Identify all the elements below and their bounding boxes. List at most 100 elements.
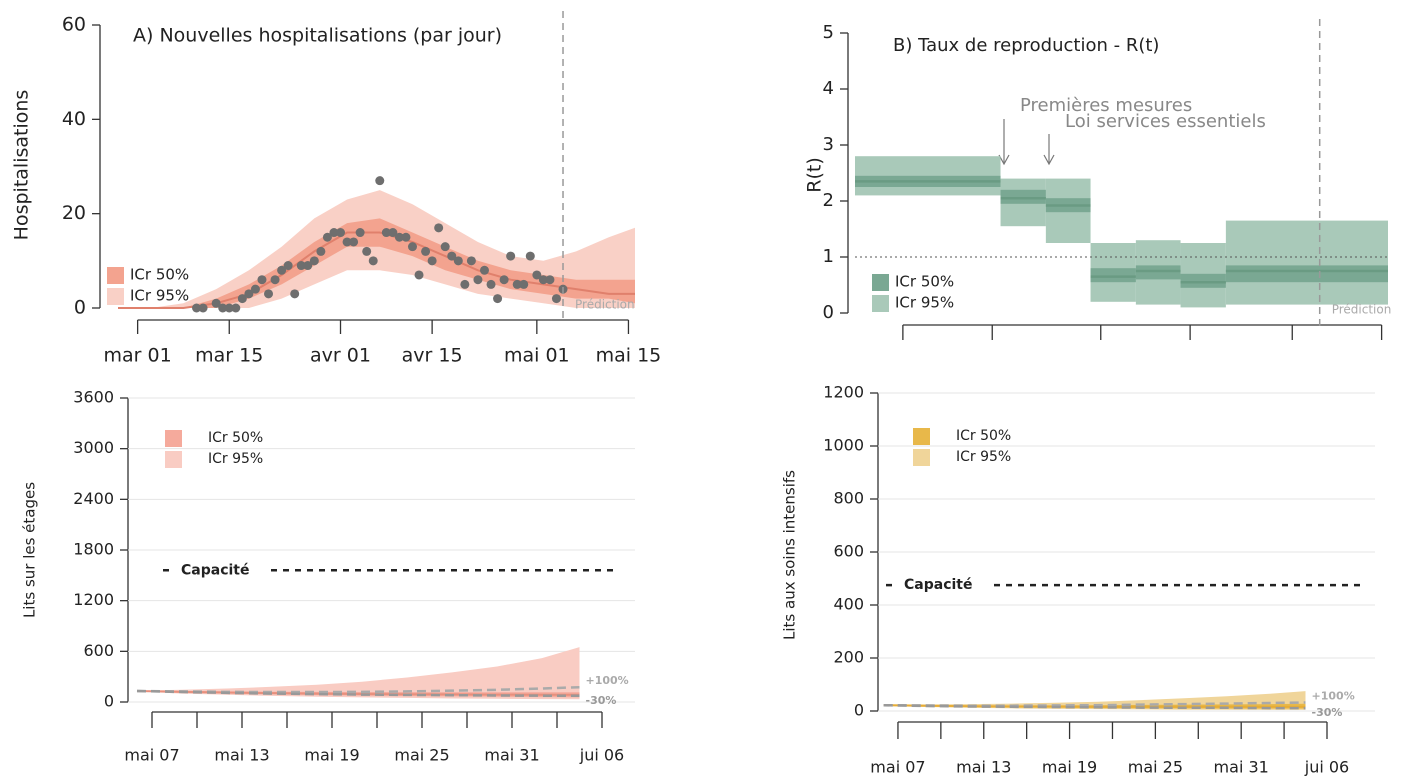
annotation: Loi services essentiels — [1065, 111, 1266, 132]
data-point — [192, 303, 202, 313]
legend-swatch — [165, 430, 182, 447]
data-point — [440, 242, 450, 252]
band — [118, 218, 635, 308]
y-tick-label: 20 — [62, 202, 86, 224]
prediction-label: Prédiction — [1332, 303, 1392, 317]
y-axis-label: Hospitalisations — [11, 90, 33, 241]
data-point — [368, 256, 378, 266]
data-point — [486, 279, 496, 289]
data-point — [316, 246, 326, 256]
scenario-label: +100% — [586, 674, 629, 687]
x-tick-label: mai 25 — [1128, 758, 1183, 777]
data-point — [401, 232, 411, 242]
scenario-line — [883, 703, 1306, 710]
y-tick-label: 200 — [833, 648, 864, 667]
data-point — [375, 176, 385, 186]
y-tick-label: 1200 — [73, 590, 114, 609]
legend-swatch — [107, 288, 124, 305]
x-tick-label: mar 15 — [195, 345, 263, 367]
data-point — [394, 232, 404, 242]
data-point — [336, 228, 346, 238]
data-point — [218, 303, 228, 313]
y-tick-label: 0 — [74, 297, 86, 319]
legend-swatch — [165, 451, 182, 468]
data-point — [532, 270, 542, 280]
data-point — [493, 294, 503, 304]
y-tick-label: 1000 — [823, 436, 864, 455]
legend-swatch — [872, 295, 889, 312]
data-point — [407, 242, 417, 252]
x-tick-label: mai 25 — [394, 746, 449, 765]
capacity-label: Capacité — [904, 577, 972, 593]
chart-title: A) Nouvelles hospitalisations (par jour) — [133, 25, 502, 47]
y-tick-label: 400 — [833, 595, 864, 614]
x-tick-label: avr 01 — [310, 345, 371, 367]
data-point — [506, 251, 516, 261]
data-point — [388, 228, 398, 238]
data-point — [473, 275, 483, 285]
data-point — [257, 275, 267, 285]
y-tick-label: 40 — [62, 108, 86, 130]
data-point — [231, 303, 241, 313]
prediction-label: Prédiction — [575, 298, 635, 312]
data-point — [453, 256, 463, 266]
y-tick-label: 1800 — [73, 540, 114, 559]
data-point — [283, 261, 293, 271]
band-segment — [855, 156, 1001, 196]
data-point — [322, 232, 332, 242]
data-point — [414, 270, 424, 280]
x-tick-label: mai 19 — [1042, 758, 1097, 777]
y-tick-label: 2 — [823, 190, 834, 211]
x-tick-label: mai 15 — [596, 345, 662, 367]
x-tick-label: mar 01 — [104, 345, 172, 367]
data-point — [270, 275, 280, 285]
band-segment — [1090, 268, 1136, 283]
y-tick-label: 3000 — [73, 438, 114, 457]
y-tick-label: 600 — [833, 542, 864, 561]
data-point — [479, 265, 489, 275]
band-segment — [1225, 220, 1388, 305]
legend-swatch — [913, 428, 930, 445]
data-point — [303, 261, 313, 271]
y-tick-label: 600 — [83, 641, 114, 660]
band-segment — [1000, 189, 1046, 204]
legend-label: ICr 95% — [130, 287, 189, 305]
x-tick-label: mai 31 — [1214, 758, 1269, 777]
y-tick-label: 2400 — [73, 489, 114, 508]
data-point — [237, 294, 247, 304]
scenario-label: +100% — [1312, 690, 1355, 703]
data-point — [264, 289, 274, 299]
y-tick-label: 0 — [854, 701, 864, 720]
y-tick-label: 3600 — [73, 388, 114, 407]
scenario-label: -30% — [586, 694, 617, 707]
data-point — [329, 228, 339, 238]
legend-label: ICr 95% — [895, 294, 954, 312]
y-tick-label: 4 — [823, 78, 834, 99]
y-tick-label: 1 — [823, 246, 834, 267]
annotation: Premières mesures — [1020, 95, 1192, 116]
data-point — [244, 289, 254, 299]
band — [137, 647, 580, 700]
x-tick-label: avr 15 — [402, 345, 463, 367]
data-point — [421, 246, 431, 256]
legend-label: ICr 95% — [208, 451, 263, 467]
legend-swatch — [872, 274, 889, 291]
scenario-label: -30% — [1312, 706, 1343, 719]
data-point — [250, 284, 260, 294]
chart-title: B) Taux de reproduction - R(t) — [893, 35, 1159, 56]
data-point — [381, 228, 391, 238]
band-segment — [1180, 273, 1226, 288]
y-tick-label: 1200 — [823, 383, 864, 402]
data-point — [447, 251, 457, 261]
x-tick-label: mai 19 — [304, 746, 359, 765]
data-point — [512, 279, 522, 289]
data-point — [355, 228, 365, 238]
x-tick-label: mai 07 — [870, 758, 925, 777]
y-tick-label: 0 — [104, 692, 114, 711]
data-point — [349, 237, 359, 247]
data-point — [427, 256, 437, 266]
data-point — [224, 303, 234, 313]
x-tick-label: jui 06 — [579, 746, 624, 765]
data-point — [211, 298, 221, 308]
